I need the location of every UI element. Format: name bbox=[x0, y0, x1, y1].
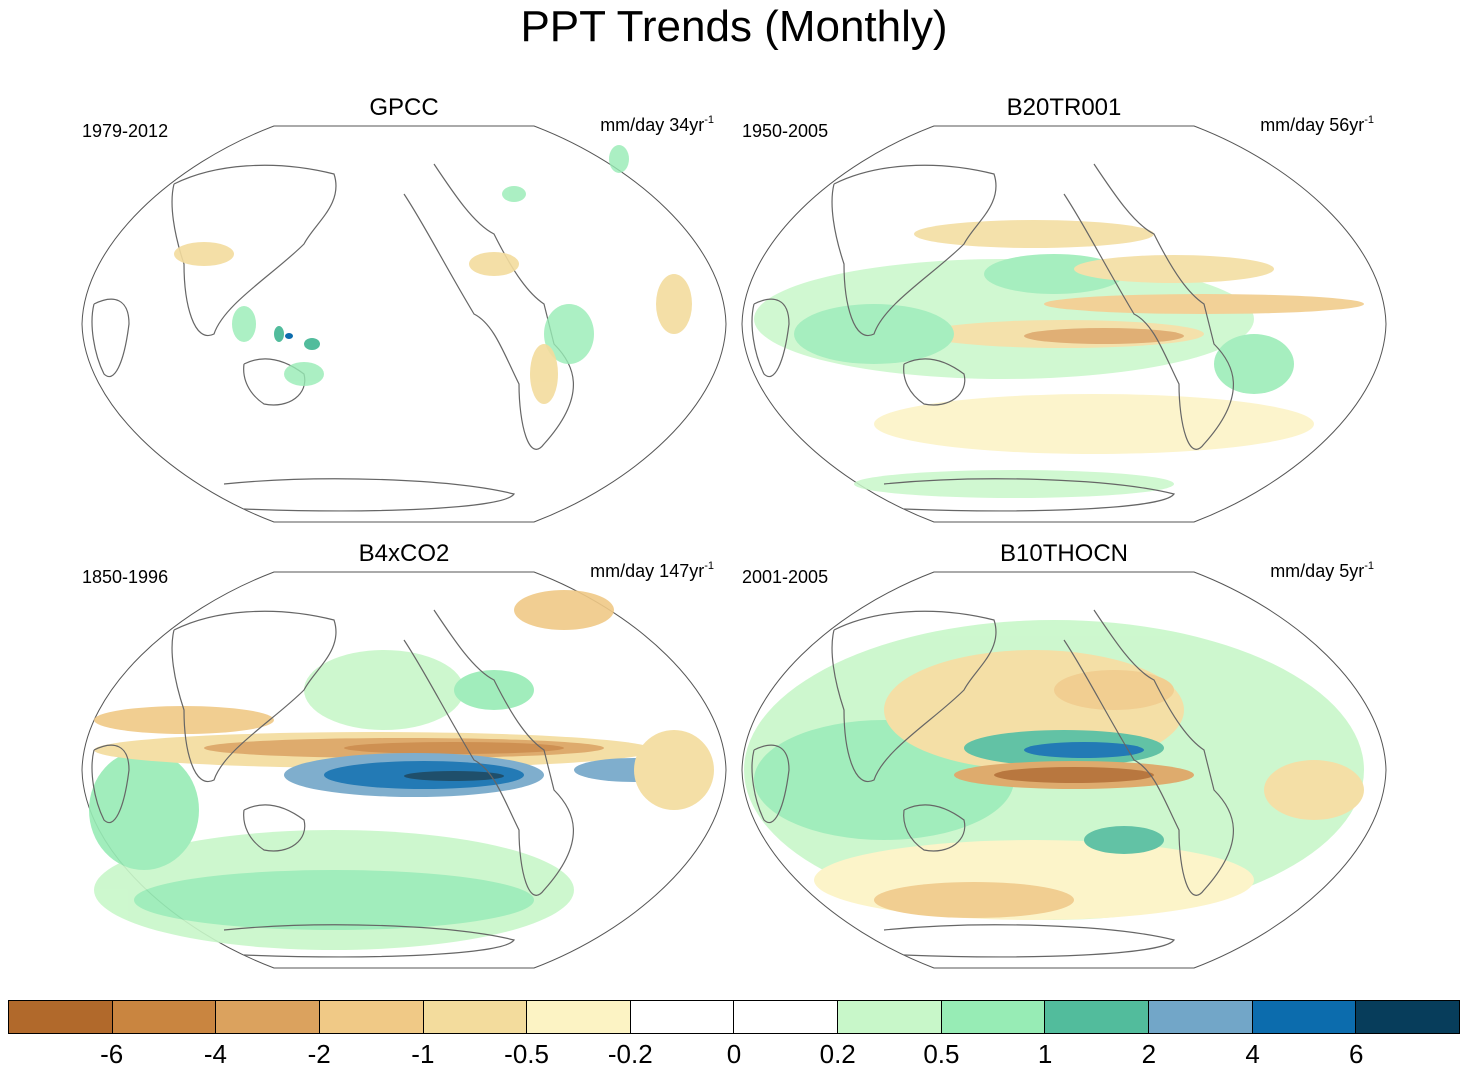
colorbar-tick-label: 2 bbox=[1141, 1039, 1157, 1069]
map-panel-b4xco2: B4xCO2 1850-1996 mm/day 147yr-1 bbox=[74, 540, 734, 980]
colorbar-box bbox=[941, 1001, 1046, 1033]
colorbar-box bbox=[9, 1001, 113, 1033]
units-label: mm/day 147yr-1 bbox=[590, 560, 714, 581]
colorbar-tick-label: 0.2 bbox=[819, 1039, 856, 1069]
map-panel-b20tr001: B20TR001 1950-2005 mm/day 56yr-1 bbox=[734, 94, 1394, 534]
colorbar-tick-label: 4 bbox=[1245, 1039, 1260, 1069]
colorbar-box bbox=[527, 1001, 631, 1033]
colorbar-box bbox=[1149, 1001, 1253, 1033]
colorbar-tick-label: -4 bbox=[203, 1039, 227, 1069]
panel-title: B20TR001 bbox=[1006, 94, 1122, 121]
colorbar-box bbox=[1356, 1001, 1459, 1033]
colorbar-tick-label: 0 bbox=[726, 1039, 742, 1069]
map-gpcc bbox=[81, 125, 727, 523]
colorbar-box bbox=[1045, 1001, 1150, 1033]
period-label: 1979-2012 bbox=[82, 121, 169, 141]
period-label: 1850-1996 bbox=[82, 567, 169, 587]
colorbar-labels: -6 -4 -2 -1 -0.5 -0.2 0 0.2 0.5 1 2 4 6 bbox=[8, 1038, 1460, 1072]
panel-title: GPCC bbox=[369, 94, 439, 121]
main-title: PPT Trends (Monthly) bbox=[520, 2, 948, 51]
colorbar-tick-label: 1 bbox=[1037, 1039, 1053, 1069]
period-label: 1950-2005 bbox=[742, 121, 829, 141]
map-b10thocn bbox=[741, 571, 1387, 969]
colorbar-box bbox=[630, 1001, 735, 1033]
colorbar-tick-label: 6 bbox=[1349, 1039, 1364, 1069]
map-b4xco2 bbox=[81, 571, 727, 969]
colorbar-box bbox=[734, 1001, 839, 1033]
colorbar-box bbox=[838, 1001, 942, 1033]
colorbar-box bbox=[319, 1001, 424, 1033]
colorbar-tick-label: -1 bbox=[411, 1039, 435, 1069]
colorbar-box bbox=[423, 1001, 528, 1033]
period-label: 2001-2005 bbox=[742, 567, 829, 587]
colorbar-box bbox=[1252, 1001, 1357, 1033]
colorbar bbox=[8, 1000, 1460, 1034]
colorbar-tick-label: -0.5 bbox=[504, 1039, 549, 1069]
panel-title: B4xCO2 bbox=[358, 540, 450, 567]
colorbar-tick-label: -6 bbox=[100, 1039, 124, 1069]
units-label: mm/day 56yr-1 bbox=[1260, 114, 1374, 135]
units-label: mm/day 34yr-1 bbox=[600, 114, 714, 135]
units-label: mm/day 5yr-1 bbox=[1270, 560, 1374, 581]
colorbar-box bbox=[216, 1001, 320, 1033]
map-panel-gpcc: GPCC 1979-2012 mm/day 34yr-1 bbox=[74, 94, 734, 534]
colorbar-box bbox=[112, 1001, 217, 1033]
colorbar-tick-label: -0.2 bbox=[607, 1039, 653, 1069]
map-b20tr001 bbox=[741, 125, 1387, 523]
colorbar-tick-label: 0.5 bbox=[923, 1039, 960, 1069]
colorbar-tick-label: -2 bbox=[307, 1039, 331, 1069]
panel-title: B10THOCN bbox=[999, 540, 1129, 567]
map-panel-b10thocn: B10THOCN 2001-2005 mm/day 5yr-1 bbox=[734, 540, 1394, 980]
